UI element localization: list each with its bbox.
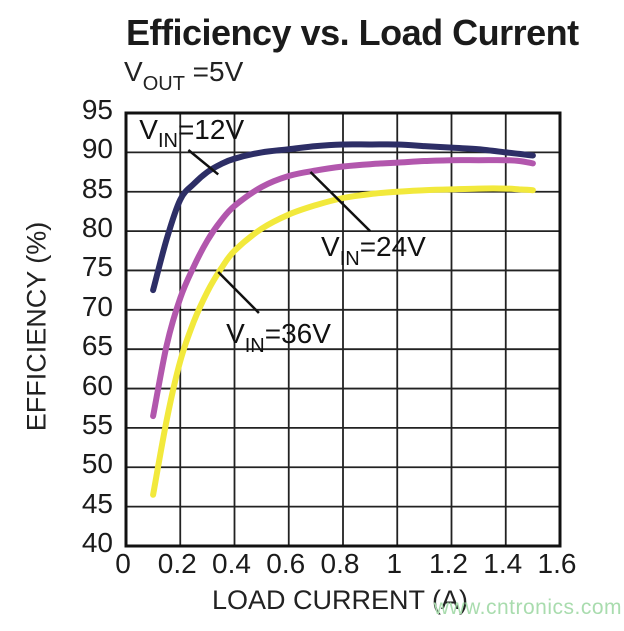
x-tick-label: 1.4 [483,548,523,579]
y-tick-label: 75 [81,251,113,283]
y-tick-label: 45 [81,487,113,519]
watermark: www.cntronics.com [433,596,622,619]
curve-label-subscript: IN [244,335,265,357]
curve-vin-36v [150,185,536,498]
plot-area [124,111,562,548]
annotation-leader-line [309,171,372,232]
curve-label-subscript: IN [339,247,360,270]
subtitle-subscript: OUT [142,72,185,95]
y-tick-label: 70 [81,290,113,322]
curve-label-subscript: IN [157,130,178,153]
x-tick-label: 1.2 [429,548,468,579]
curve-label-vin-36v: VIN=36V [226,318,331,356]
curve-vin-24v [150,157,536,420]
x-tick-label: 0.2 [157,548,197,579]
y-tick-label: 60 [81,369,113,401]
y-tick-label: 85 [81,172,113,204]
curve-label-symbol: V [226,318,245,350]
curve-label-symbol: V [321,231,340,263]
y-tick-label: 65 [81,330,113,362]
annotation-leader-line [217,271,260,314]
curve-label-value: =24V [359,231,426,263]
annotation-leader-line [187,149,220,176]
chart-subtitle: VOUT =5V [124,56,244,94]
curve-label-symbol: V [139,113,158,145]
y-tick-label: 55 [81,408,113,440]
y-tick-label: 50 [81,448,113,480]
y-tick-label: 80 [81,212,113,244]
curve-label-value: =12V [177,113,245,145]
curve-label-value: =36V [264,318,331,350]
y-tick-label: 40 [81,527,113,558]
curve-vin-12v [150,141,536,294]
x-tick-label: 0 [115,548,131,579]
plot-border [124,111,562,548]
chart-title: Efficiency vs. Load Current [126,12,579,53]
x-tick-label: 0.6 [266,548,306,579]
y-tick-label: 95 [81,94,113,125]
curve-label-vin-12v: VIN=12V [139,113,245,151]
x-axis-title: LOAD CURRENT (A) [211,585,469,615]
x-tick-label: 0.8 [320,548,360,579]
y-axis-title: EFFICIENCY (%) [21,221,52,432]
x-tick-label: 0.4 [212,548,251,579]
x-tick-label: 1.6 [537,548,577,579]
subtitle-value: =5V [184,56,244,87]
subtitle-symbol: V [124,56,143,87]
x-tick-label: 1 [386,548,403,579]
curve-label-vin-24v: VIN=24V [321,231,426,269]
y-tick-label: 90 [81,133,113,165]
